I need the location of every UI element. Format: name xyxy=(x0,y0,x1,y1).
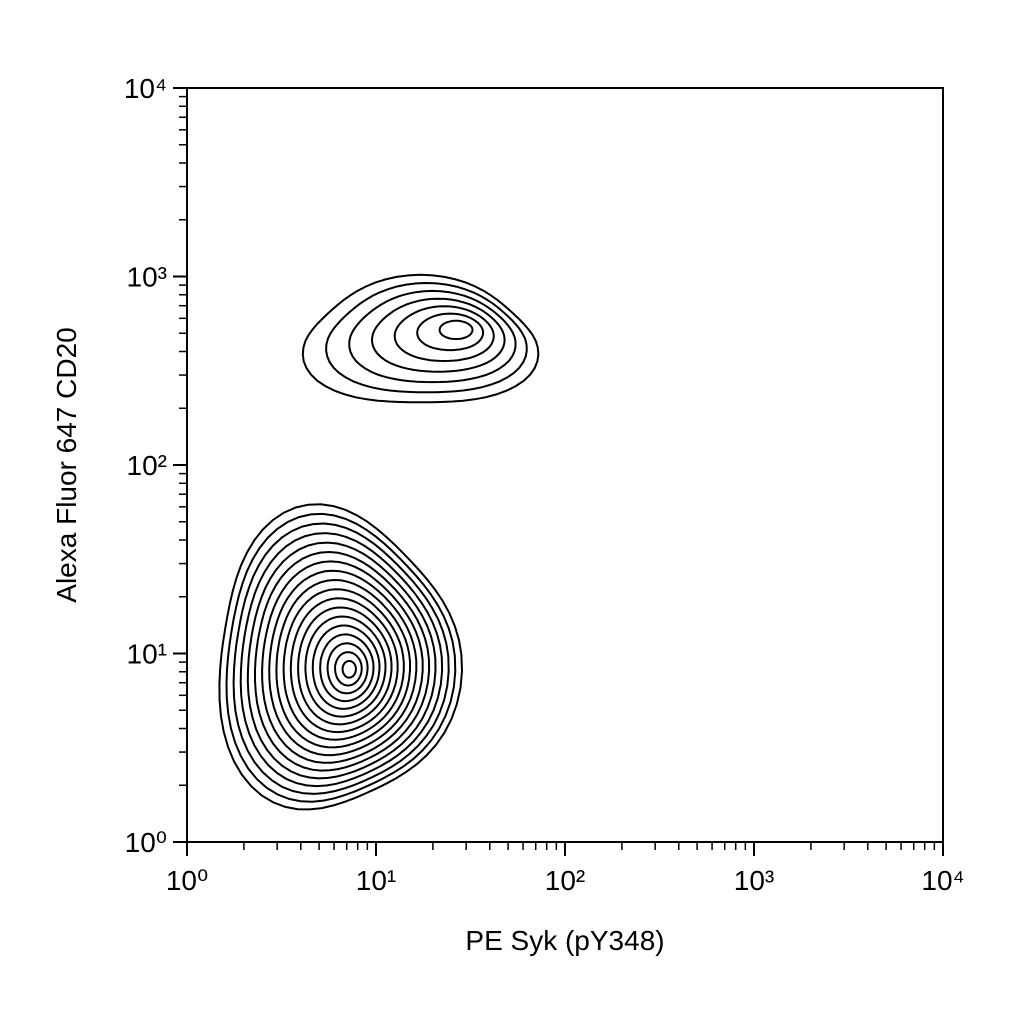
y-tick-label: 10⁰ xyxy=(125,827,167,858)
contour-line xyxy=(246,541,437,780)
contour-line xyxy=(232,522,450,795)
contour-line xyxy=(239,532,444,788)
x-tick-label: 10² xyxy=(545,865,585,896)
contour-line xyxy=(218,503,464,811)
contour-line xyxy=(297,606,393,726)
contour-line xyxy=(341,660,357,679)
contour-line xyxy=(225,512,457,803)
contour-line xyxy=(393,305,495,363)
contour-line xyxy=(348,289,517,384)
contour-line xyxy=(370,297,506,373)
contour-line xyxy=(325,281,528,394)
x-axis-title: PE Syk (pY348) xyxy=(465,925,664,956)
contour-line xyxy=(438,319,474,340)
contour-line xyxy=(334,651,363,687)
y-tick-label: 10¹ xyxy=(127,639,167,670)
x-tick-label: 10¹ xyxy=(356,865,396,896)
contour-line xyxy=(282,588,405,741)
contour-line xyxy=(311,624,381,710)
contour-line xyxy=(261,560,424,764)
y-tick-label: 10² xyxy=(127,450,167,481)
x-tick-label: 10⁰ xyxy=(166,865,208,896)
y-axis-title: Alexa Fluor 647 CD20 xyxy=(51,327,82,602)
contour-line xyxy=(326,642,369,695)
contour-line xyxy=(301,273,540,404)
contour-line xyxy=(416,312,485,352)
contour-line xyxy=(254,550,431,772)
y-tick-label: 10⁴ xyxy=(124,73,167,104)
contour-line xyxy=(304,615,387,718)
contour-line xyxy=(268,569,418,757)
y-tick-label: 10³ xyxy=(127,262,167,293)
contour-layer xyxy=(218,273,540,811)
x-tick-label: 10³ xyxy=(734,865,774,896)
contour-line xyxy=(319,633,375,703)
contour-line xyxy=(289,597,399,734)
contour-line xyxy=(275,578,411,749)
plot-frame xyxy=(186,87,944,843)
x-tick-label: 10⁴ xyxy=(921,865,964,896)
